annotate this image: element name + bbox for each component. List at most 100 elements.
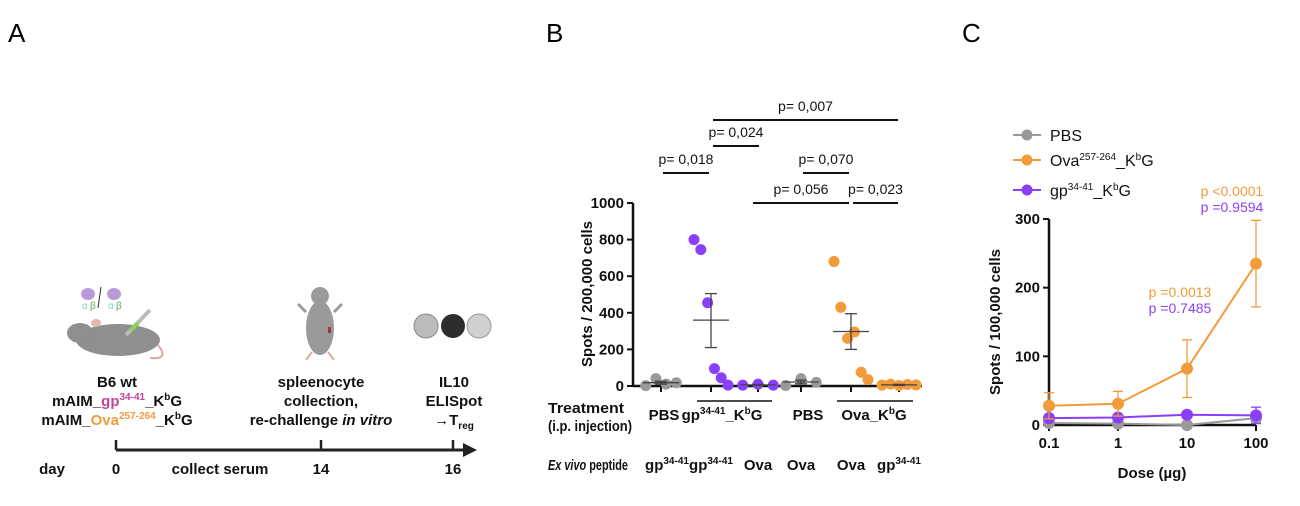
readout-label: ELISpot (426, 393, 483, 410)
svg-text:α: α (82, 301, 88, 312)
step-label: spleenocyte (278, 374, 365, 391)
legend-end: G (1119, 183, 1131, 200)
treatment-post: _K (724, 407, 744, 424)
svg-text:β: β (116, 301, 122, 312)
c-x-axis-label: Dose (µg) (1118, 465, 1187, 482)
b-y-axis-label: Spots / 200,000 cells (579, 221, 596, 367)
b-treatment-label: PBS (649, 407, 680, 424)
peptide-sup: 34-41 (663, 456, 689, 467)
c-p-value-ova: p =0.0013 (1149, 284, 1212, 300)
legend-marker (1021, 184, 1033, 196)
b-treatment-label: gp34-41_KbG (682, 406, 763, 424)
b-data-point (640, 380, 652, 392)
peptide-sup: 34-41 (707, 456, 733, 467)
b-exvivo-peptide-label: Ova (837, 457, 866, 474)
treatment-name: Ova_K (841, 407, 889, 424)
b-data-point (835, 301, 847, 313)
treatment-row-label: (i.p. injection) (548, 418, 632, 435)
c-y-tick-label: 100 (1015, 348, 1040, 365)
panel-b-scatter: Spots / 200,000 cells Treatment (i.p. in… (548, 98, 922, 474)
b-exvivo-peptide-label: Ova (787, 457, 816, 474)
legend-label: gp34-41_KbG (1050, 182, 1131, 200)
b-data-point (885, 378, 896, 390)
svg-text:β: β (90, 301, 96, 312)
b-data-point (855, 366, 867, 378)
treatment-row-label: Treatment (548, 400, 624, 417)
b-p-value: p= 0,056 (774, 181, 829, 197)
legend-sup: b (1136, 152, 1142, 163)
peptide-name: Ova (787, 457, 816, 474)
treatment-end: G (895, 407, 907, 424)
b-data-point (715, 372, 727, 384)
group-gp-label: mAIM_gp34-41_KbG (52, 392, 182, 410)
legend-sup: b (1113, 182, 1119, 193)
peptide-sup: 34-41 (895, 456, 921, 467)
legend-name: gp (1050, 183, 1068, 200)
c-series-line (1048, 417, 1257, 427)
b-p-value: p= 0,070 (799, 151, 854, 167)
c-data-point (1043, 399, 1055, 412)
c-data-point (1250, 257, 1262, 270)
panel-label-c: C (962, 18, 981, 48)
timeline-collect-serum: collect serum (172, 461, 269, 478)
b-y-tick-label: 0 (616, 378, 624, 395)
elispot-wells-icon (413, 313, 492, 339)
b-p-value: p= 0,007 (778, 98, 833, 114)
c-y-tick-label: 200 (1015, 280, 1040, 297)
peptide-name: gp (689, 457, 707, 474)
b-exvivo-peptide-label: gp34-41 (689, 456, 733, 474)
b-y-tick-label: 400 (599, 305, 624, 322)
timeline-day-16: 16 (445, 461, 462, 478)
legend-name: PBS (1050, 128, 1082, 145)
b-y-tick-label: 600 (599, 268, 624, 285)
timeline-day-0: 0 (112, 461, 120, 478)
readout-label: IL10 (439, 374, 469, 391)
c-p-value-gp: p =0.7485 (1149, 300, 1212, 316)
peptide-name: gp (877, 457, 895, 474)
b-p-value: p= 0,023 (848, 181, 903, 197)
legend-sup: 257-264 (1079, 152, 1116, 163)
c-x-tick-label: 0.1 (1039, 435, 1060, 452)
legend-marker (1021, 154, 1033, 166)
b-treatment-label: PBS (793, 407, 824, 424)
peptide-name: Ova (744, 457, 773, 474)
svg-text:α: α (108, 301, 114, 312)
b-data-point (695, 244, 707, 256)
c-series-line (1048, 413, 1257, 420)
c-data-point (1112, 411, 1124, 424)
legend-post: _K (1115, 153, 1136, 170)
b-p-value: p= 0,018 (659, 151, 714, 167)
c-data-point (1250, 409, 1262, 422)
b-exvivo-peptide-label: Ova (744, 457, 773, 474)
treatment-sup: b (745, 406, 751, 417)
step-label: re-challenge in vitro (250, 412, 393, 429)
b-y-tick-label: 200 (599, 341, 624, 358)
c-data-point (1112, 397, 1124, 410)
b-treatment-label: Ova_KbG (841, 406, 906, 424)
legend-marker (1021, 129, 1033, 141)
readout-label: →Treg (434, 412, 474, 432)
dissected-mouse-icon (296, 287, 344, 361)
treatment-sup: 34-41 (700, 406, 726, 417)
mouse-injection-icon (67, 308, 164, 360)
c-p-value-gp: p =0.9594 (1201, 199, 1264, 215)
panel-label-b: B (546, 18, 563, 48)
c-data-point (1181, 362, 1193, 375)
b-data-point (828, 256, 840, 268)
b-data-point (862, 374, 874, 386)
c-x-tick-label: 10 (1179, 435, 1196, 452)
b-data-point (722, 379, 734, 391)
b-data-point (780, 379, 792, 391)
legend-label: Ova257-264_KbG (1050, 152, 1154, 170)
panel-label-a: A (8, 18, 26, 48)
b-data-point (688, 234, 700, 246)
peptide-name: gp (645, 457, 663, 474)
c-x-tick-label: 100 (1243, 435, 1268, 452)
panel-c-line: Spots / 100,000 cells Dose (µg) 0 100 200 3… (987, 128, 1269, 482)
b-p-value: p= 0,024 (709, 124, 764, 140)
legend-label: PBS (1050, 128, 1082, 145)
b-y-tick-label: 800 (599, 232, 624, 249)
